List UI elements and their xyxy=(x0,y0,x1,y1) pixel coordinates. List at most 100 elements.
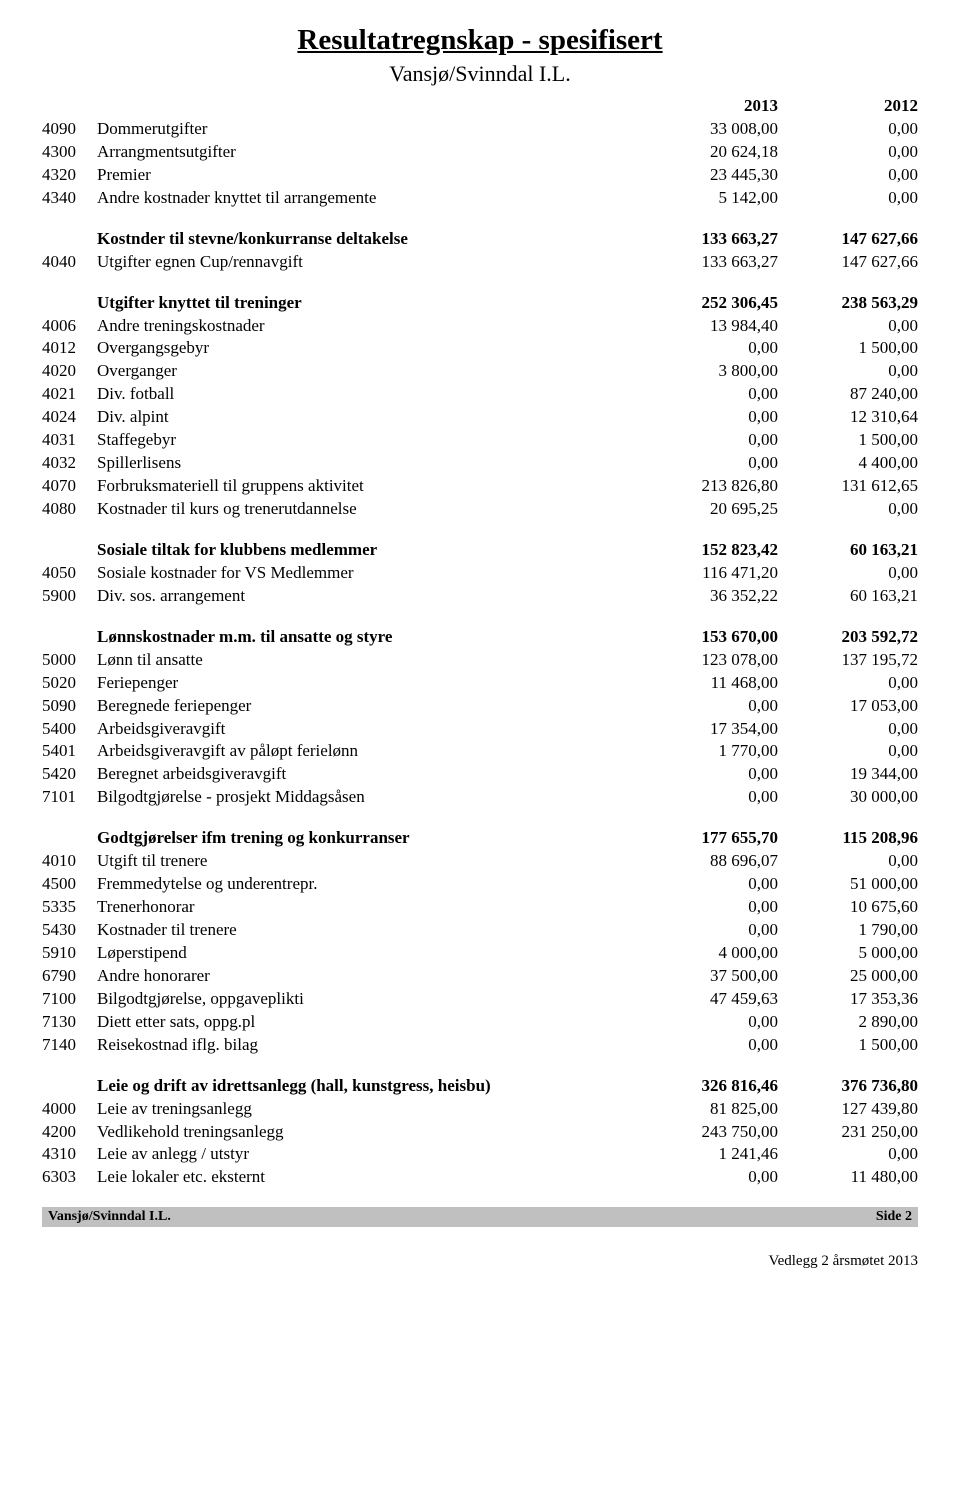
footer-note: Vedlegg 2 årsmøtet 2013 xyxy=(42,1253,918,1270)
description: Dommerutgifter xyxy=(97,118,638,141)
value-col-2: 0,00 xyxy=(778,187,918,210)
value-col-1: 20 624,18 xyxy=(638,141,778,164)
description: Overgangsgebyr xyxy=(97,337,638,360)
page: Resultatregnskap - spesifisert Vansjø/Sv… xyxy=(0,0,960,1290)
section-spacer xyxy=(42,809,918,827)
detail-row: 5420Beregnet arbeidsgiveravgift0,0019 34… xyxy=(42,763,918,786)
account-code: 4024 xyxy=(42,406,97,429)
account-code: 5335 xyxy=(42,896,97,919)
account-code: 4200 xyxy=(42,1121,97,1144)
detail-row: 6790Andre honorarer37 500,0025 000,00 xyxy=(42,965,918,988)
description: Leie lokaler etc. eksternt xyxy=(97,1166,638,1189)
account-code: 4310 xyxy=(42,1143,97,1166)
value-col-2: 0,00 xyxy=(778,740,918,763)
account-code: 4090 xyxy=(42,118,97,141)
footer-left: Vansjø/Svinndal I.L. xyxy=(48,1209,171,1225)
value-col-1: 37 500,00 xyxy=(638,965,778,988)
value-col-2: 231 250,00 xyxy=(778,1121,918,1144)
detail-row: 7101Bilgodtgjørelse - prosjekt Middagsås… xyxy=(42,786,918,809)
description: Premier xyxy=(97,164,638,187)
value-col-1: 5 142,00 xyxy=(638,187,778,210)
description: Reisekostnad iflg. bilag xyxy=(97,1034,638,1057)
value-col-1: 0,00 xyxy=(638,337,778,360)
detail-row: 5000Lønn til ansatte123 078,00137 195,72 xyxy=(42,649,918,672)
account-code: 4050 xyxy=(42,562,97,585)
footer-right: Side 2 xyxy=(876,1209,912,1225)
value-col-2: 12 310,64 xyxy=(778,406,918,429)
detail-row: 4200Vedlikehold treningsanlegg243 750,00… xyxy=(42,1121,918,1144)
description: Godtgjørelser ifm trening og konkurranse… xyxy=(97,827,638,850)
account-code: 7100 xyxy=(42,988,97,1011)
description: Sosiale kostnader for VS Medlemmer xyxy=(97,562,638,585)
section-spacer xyxy=(42,1057,918,1075)
account-code: 4070 xyxy=(42,475,97,498)
value-col-2: 17 353,36 xyxy=(778,988,918,1011)
description: Kostnder til stevne/konkurranse deltakel… xyxy=(97,228,638,251)
value-col-2: 51 000,00 xyxy=(778,873,918,896)
value-col-2: 10 675,60 xyxy=(778,896,918,919)
section-header-row: Lønnskostnader m.m. til ansatte og styre… xyxy=(42,626,918,649)
account-code: 4340 xyxy=(42,187,97,210)
description: Spillerlisens xyxy=(97,452,638,475)
value-col-1: 123 078,00 xyxy=(638,649,778,672)
account-code: 4300 xyxy=(42,141,97,164)
value-col-1: 3 800,00 xyxy=(638,360,778,383)
value-col-2: 25 000,00 xyxy=(778,965,918,988)
account-code: 6790 xyxy=(42,965,97,988)
value-col-1: 152 823,42 xyxy=(638,539,778,562)
value-col-1: 33 008,00 xyxy=(638,118,778,141)
detail-row: 5400Arbeidsgiveravgift17 354,000,00 xyxy=(42,718,918,741)
value-col-1: 153 670,00 xyxy=(638,626,778,649)
value-col-2: 60 163,21 xyxy=(778,539,918,562)
description: Trenerhonorar xyxy=(97,896,638,919)
account-code: 5400 xyxy=(42,718,97,741)
account-code: 5090 xyxy=(42,695,97,718)
account-code: 5401 xyxy=(42,740,97,763)
account-code: 7101 xyxy=(42,786,97,809)
account-code: 5900 xyxy=(42,585,97,608)
account-code: 7140 xyxy=(42,1034,97,1057)
account-code: 4020 xyxy=(42,360,97,383)
detail-row: 4340Andre kostnader knyttet til arrangem… xyxy=(42,187,918,210)
description: Kostnader til trenere xyxy=(97,919,638,942)
account-code: 7130 xyxy=(42,1011,97,1034)
footer: Vansjø/Svinndal I.L. Side 2 Vedlegg 2 år… xyxy=(42,1207,918,1270)
account-code: 4032 xyxy=(42,452,97,475)
value-col-2: 4 400,00 xyxy=(778,452,918,475)
detail-row: 6303Leie lokaler etc. eksternt0,0011 480… xyxy=(42,1166,918,1189)
value-col-1: 1 241,46 xyxy=(638,1143,778,1166)
detail-row: 5430Kostnader til trenere0,001 790,00 xyxy=(42,919,918,942)
account-code: 5910 xyxy=(42,942,97,965)
account-code: 5430 xyxy=(42,919,97,942)
value-col-2: 0,00 xyxy=(778,360,918,383)
detail-row: 4032Spillerlisens0,004 400,00 xyxy=(42,452,918,475)
value-col-2: 5 000,00 xyxy=(778,942,918,965)
section-header-row: Godtgjørelser ifm trening og konkurranse… xyxy=(42,827,918,850)
value-col-2: 0,00 xyxy=(778,850,918,873)
value-col-1: 0,00 xyxy=(638,873,778,896)
detail-row: 7140Reisekostnad iflg. bilag0,001 500,00 xyxy=(42,1034,918,1057)
value-col-2: 0,00 xyxy=(778,1143,918,1166)
detail-row: 5020Feriepenger11 468,000,00 xyxy=(42,672,918,695)
account-code: 6303 xyxy=(42,1166,97,1189)
value-col-1: 0,00 xyxy=(638,919,778,942)
value-col-1: 0,00 xyxy=(638,786,778,809)
description: Leie og drift av idrettsanlegg (hall, ku… xyxy=(97,1075,638,1098)
account-code: 4320 xyxy=(42,164,97,187)
description: Staffegebyr xyxy=(97,429,638,452)
description: Forbruksmateriell til gruppens aktivitet xyxy=(97,475,638,498)
value-col-2: 1 500,00 xyxy=(778,429,918,452)
value-col-2: 2 890,00 xyxy=(778,1011,918,1034)
description: Utgifter egnen Cup/rennavgift xyxy=(97,251,638,274)
value-col-2: 87 240,00 xyxy=(778,383,918,406)
value-col-1: 0,00 xyxy=(638,1011,778,1034)
value-col-1: 0,00 xyxy=(638,695,778,718)
value-col-2: 127 439,80 xyxy=(778,1098,918,1121)
description: Leie av anlegg / utstyr xyxy=(97,1143,638,1166)
detail-row: 4031Staffegebyr0,001 500,00 xyxy=(42,429,918,452)
value-col-1: 81 825,00 xyxy=(638,1098,778,1121)
value-col-2: 238 563,29 xyxy=(778,292,918,315)
account-code: 4080 xyxy=(42,498,97,521)
detail-row: 5401Arbeidsgiveravgift av påløpt ferielø… xyxy=(42,740,918,763)
description: Feriepenger xyxy=(97,672,638,695)
